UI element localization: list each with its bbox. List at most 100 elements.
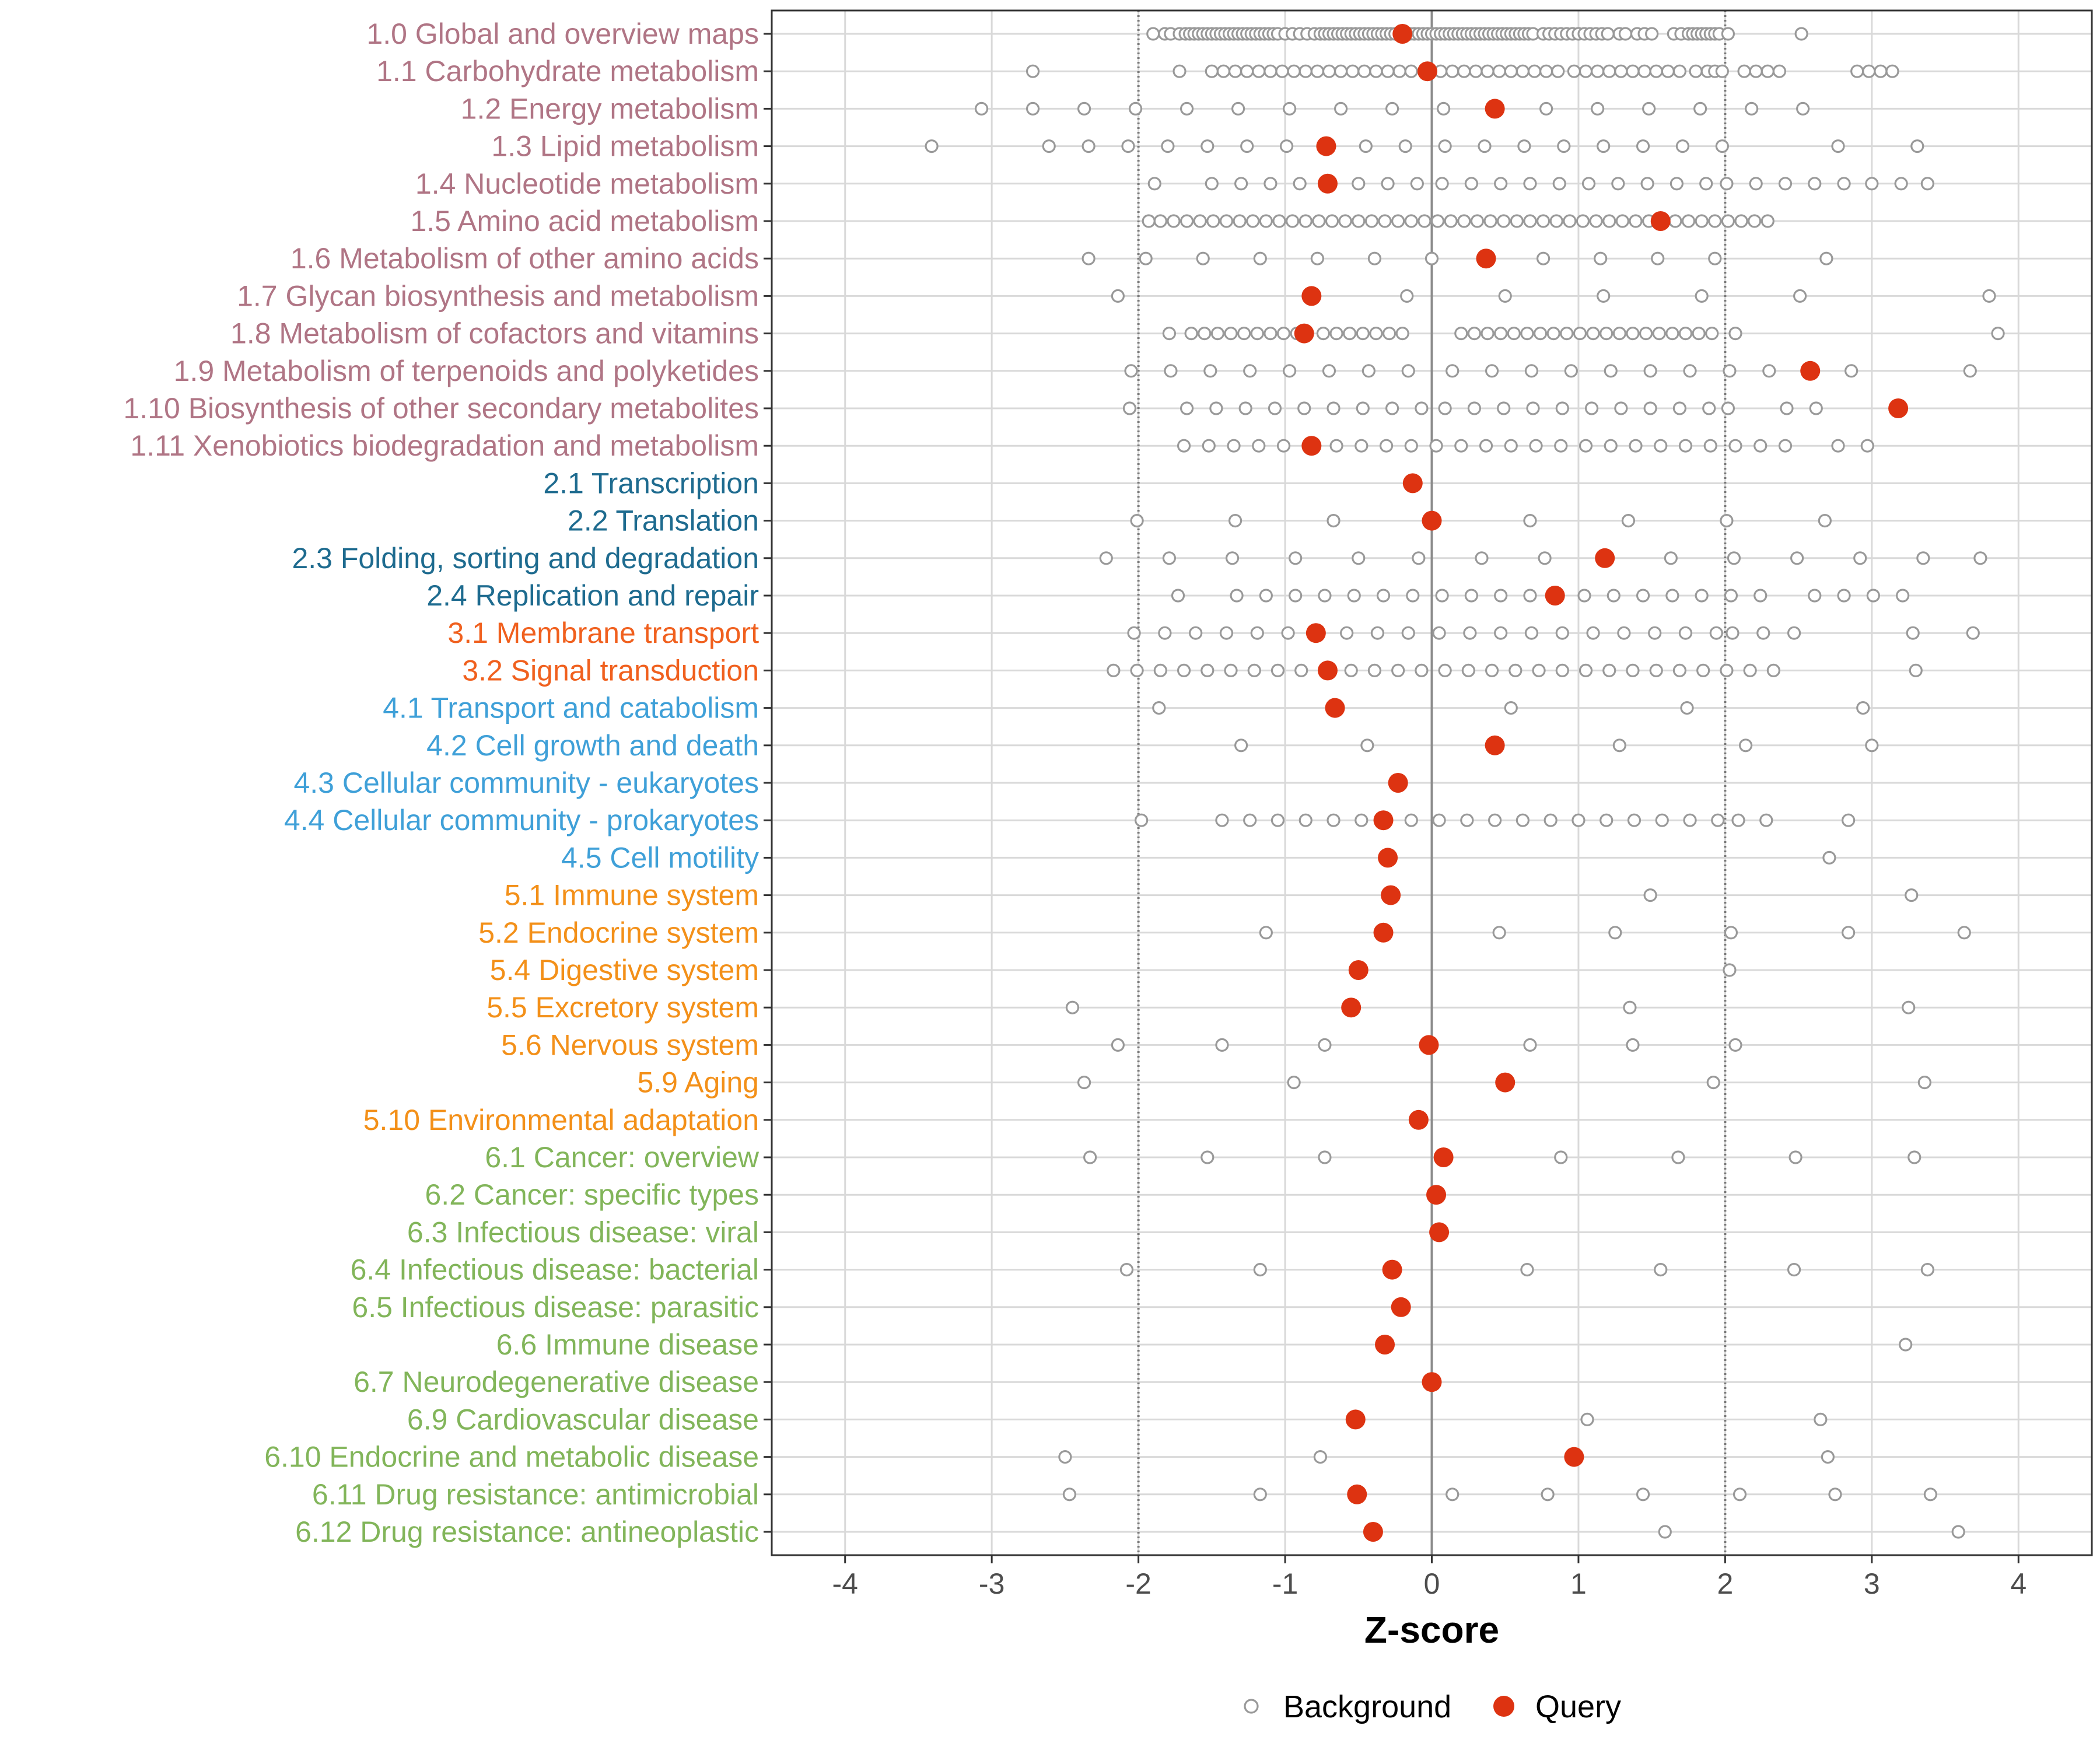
background-point (1743, 663, 1757, 678)
background-point (1379, 439, 1394, 453)
background-point (1259, 589, 1273, 603)
background-point (1538, 551, 1552, 565)
background-point (1668, 214, 1682, 228)
background-point (1202, 439, 1216, 453)
background-point (1082, 139, 1096, 153)
background-point (1404, 439, 1418, 453)
background-point (1555, 401, 1569, 415)
background-point (1158, 626, 1172, 640)
background-point (1058, 1450, 1072, 1464)
query-point (1301, 436, 1322, 456)
background-point (1720, 177, 1734, 191)
background-point (1672, 663, 1687, 678)
background-point (1703, 439, 1717, 453)
background-point (1724, 926, 1738, 940)
background-point (1706, 1075, 1720, 1090)
background-point (1842, 813, 1856, 827)
background-point (1796, 102, 1810, 116)
category-label: 5.1 Immune system (505, 879, 759, 912)
background-point (1238, 401, 1252, 415)
category-label: 1.2 Energy metabolism (461, 92, 759, 125)
category-label: 1.7 Glycan biosynthesis and metabolism (237, 279, 759, 312)
background-point (1600, 326, 1614, 341)
category-label: 1.3 Lipid metabolism (491, 130, 759, 163)
background-point (1253, 251, 1267, 265)
background-point (1270, 663, 1285, 678)
legend-query-symbol (1493, 1696, 1514, 1717)
background-point (1435, 589, 1449, 603)
background-point (1794, 27, 1808, 41)
background-point (1778, 439, 1793, 453)
background-point (1205, 177, 1219, 191)
background-point (1524, 626, 1539, 640)
category-label: 6.7 Neurodegenerative disease (354, 1366, 759, 1398)
background-point (1696, 663, 1710, 678)
background-point (1367, 663, 1382, 678)
query-point (1378, 848, 1398, 868)
category-label: 4.5 Cell motility (561, 841, 759, 874)
background-point (1310, 64, 1324, 78)
background-point (1524, 364, 1539, 378)
x-tick-label: 3 (1864, 1567, 1880, 1600)
category-label: 5.5 Excretory system (487, 991, 759, 1024)
background-point (1180, 102, 1194, 116)
background-point (1469, 64, 1483, 78)
background-point (1695, 289, 1709, 303)
background-point (1991, 326, 2005, 341)
background-point (1655, 813, 1669, 827)
query-point (1564, 1447, 1584, 1467)
background-point (1200, 139, 1214, 153)
background-point (1259, 926, 1273, 940)
background-point (1153, 214, 1167, 228)
background-point (1400, 289, 1414, 303)
background-point (1611, 177, 1625, 191)
category-label: 3.1 Membrane transport (447, 617, 759, 649)
background-point (1809, 401, 1823, 415)
background-point (1738, 738, 1753, 752)
category-label: 6.11 Drug resistance: antimicrobial (312, 1478, 759, 1511)
category-label: 4.3 Cellular community - eukaryotes (293, 766, 759, 799)
background-point (1523, 1038, 1537, 1052)
background-point (1026, 64, 1040, 78)
query-point (1348, 960, 1368, 980)
background-point (1814, 1412, 1828, 1426)
background-point (1215, 813, 1229, 827)
background-point (1279, 139, 1294, 153)
category-label: 5.6 Nervous system (501, 1028, 759, 1061)
category-label: 6.5 Infectious disease: parasitic (352, 1291, 759, 1324)
background-point (1973, 551, 1987, 565)
background-point (1626, 1038, 1640, 1052)
background-point (1790, 551, 1804, 565)
background-point (1135, 813, 1149, 827)
background-point (1298, 813, 1312, 827)
background-point (1573, 326, 1587, 341)
legend-query-label: Query (1535, 1689, 1621, 1724)
background-point (1732, 1488, 1747, 1502)
background-point (1520, 1263, 1534, 1277)
background-point (1772, 64, 1787, 78)
background-point (1866, 589, 1880, 603)
category-label: 4.1 Transport and catabolism (383, 692, 759, 724)
background-point (1526, 401, 1540, 415)
background-point (1699, 177, 1713, 191)
background-point (1298, 64, 1312, 78)
background-point (1122, 401, 1137, 415)
background-point (1721, 401, 1735, 415)
background-point (1602, 214, 1616, 228)
background-point (1726, 626, 1740, 640)
query-point (1888, 398, 1909, 418)
background-point (1711, 813, 1725, 827)
background-point (1318, 589, 1332, 603)
background-point (1920, 1263, 1934, 1277)
background-point (1128, 102, 1143, 116)
background-point (1853, 551, 1867, 565)
background-point (1485, 364, 1499, 378)
background-point (1715, 139, 1729, 153)
background-point (1649, 64, 1663, 78)
background-point (1369, 326, 1383, 341)
background-point (1612, 326, 1626, 341)
background-point (1821, 1450, 1835, 1464)
background-point (1920, 177, 1934, 191)
background-point (1529, 439, 1543, 453)
background-point (1578, 64, 1593, 78)
